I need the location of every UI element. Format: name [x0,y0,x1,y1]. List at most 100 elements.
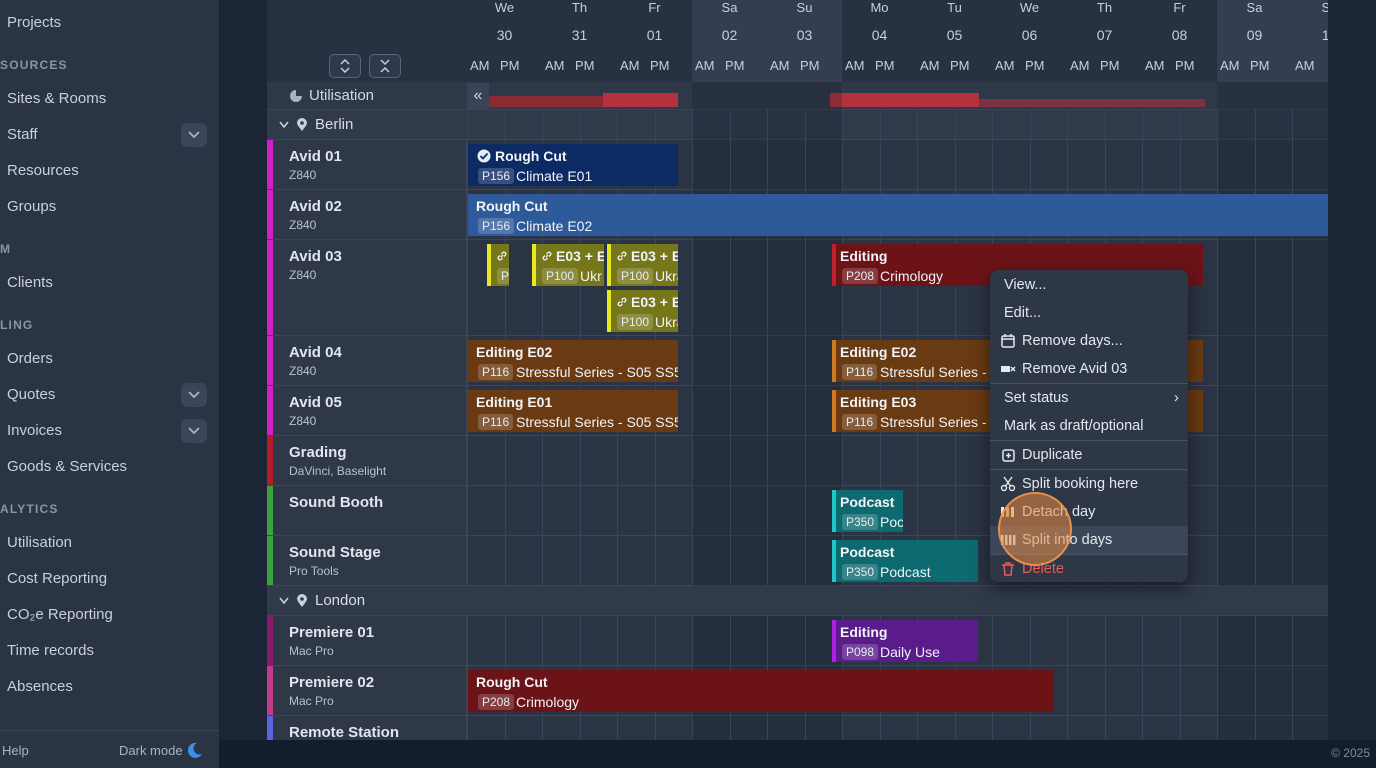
sidebar-item-groups[interactable]: Groups [7,198,57,215]
booking[interactable]: Rough Cut P208 Crimology [468,670,1053,712]
group-row-berlin[interactable]: Berlin [267,110,1328,140]
sidebar-item-orders[interactable]: Orders [7,350,53,367]
sidebar-item-staff[interactable]: Staff [7,126,38,143]
staff-expand-chevron[interactable] [181,123,207,147]
booking-title: Rough Cut [476,198,548,214]
resource-row[interactable]: Premiere 02 Mac Pro [267,666,1328,716]
utilisation-label: Utilisation [309,87,375,104]
invoices-expand-chevron[interactable] [181,419,207,443]
resource-name-cell[interactable]: Avid 02 Z840 [267,190,467,239]
day-header[interactable]: Fr 08 AM PM [1142,0,1217,82]
booking[interactable]: E03 + E P100Ukra [607,290,678,332]
resource-name-cell[interactable]: Grading DaVinci, Baselight [267,436,467,485]
booking[interactable]: E03 + E P100Ukra [607,244,678,286]
link-icon [497,251,507,261]
resource-name-cell[interactable]: Avid 01 Z840 [267,140,467,189]
quotes-expand-chevron[interactable] [181,383,207,407]
pm-label: PM [650,58,670,73]
booking-project-name: Crimology [880,268,944,284]
sidebar-item-absences[interactable]: Absences [7,678,73,695]
resource-color-bar [267,616,273,665]
day-header[interactable]: Th 07 AM PM [1067,0,1142,82]
menu-separator [990,469,1188,470]
booking[interactable]: Podcast P350 Podcast [832,540,978,582]
booking-project-name: Ukra [655,314,678,330]
sidebar-item-goods-services[interactable]: Goods & Services [7,458,128,475]
sidebar-item-co2e-reporting[interactable]: CO₂e Reporting [7,606,113,623]
resource-row[interactable]: Avid 02 Z840 [267,190,1328,240]
menu-item-remove-resource[interactable]: Remove Avid 03 [990,355,1188,383]
collapse-all-button[interactable] [369,54,401,78]
sidebar-item-invoices[interactable]: Invoices [7,422,63,439]
menu-item-duplicate[interactable]: Duplicate [990,441,1188,469]
resource-name-cell[interactable]: Premiere 02 Mac Pro [267,666,467,715]
menu-item-label: Duplicate [1022,447,1083,463]
sidebar-item-cost-reporting[interactable]: Cost Reporting [7,570,108,587]
day-header[interactable]: We 06 AM PM [992,0,1067,82]
resource-row[interactable]: Avid 03 Z840 [267,240,1328,336]
resource-row[interactable]: Avid 01 Z840 [267,140,1328,190]
sidebar-item-time-records[interactable]: Time records [7,642,94,659]
resource-name-cell[interactable]: Sound Booth [267,486,467,535]
resource-name-cell[interactable]: Remote Station [267,716,467,740]
chevron-down-icon[interactable] [279,121,289,129]
resource-row[interactable]: Avid 05 Z840 [267,386,1328,436]
resource-row[interactable]: Remote Station [267,716,1328,740]
booking[interactable]: Rough Cut P156 Climate E02 [468,194,1328,236]
menu-item-remove-days[interactable]: Remove days... [990,327,1188,355]
booking[interactable]: Editing E02 P116 Stressful Series - S05 SS… [468,340,678,382]
group-row-london[interactable]: London [267,586,1328,616]
day-header[interactable]: Th 31 AM PM [542,0,617,82]
moon-icon[interactable] [186,742,203,759]
day-header[interactable]: Sa 02 AM PM [692,0,767,82]
resource-name-cell[interactable]: Premiere 01 Mac Pro [267,616,467,665]
booking-project-name: Stressful Series - S05 SS5- [516,364,678,380]
resource-name-cell[interactable]: Avid 03 Z840 [267,240,467,335]
resource-name-cell[interactable]: Avid 05 Z840 [267,386,467,435]
resource-color-bar [267,436,273,485]
menu-item-split-booking[interactable]: Split booking here [990,470,1188,498]
help-link[interactable]: Help [2,743,29,758]
booking[interactable]: Podcast P350 Poc [832,490,903,532]
resource-row[interactable]: Sound Stage Pro Tools [267,536,1328,586]
resource-name: Sound Booth [289,494,384,511]
booking[interactable]: P1 [487,244,509,286]
day-number: 07 [1096,27,1113,43]
collapse-utilisation-button[interactable]: « [467,83,489,109]
menu-item-edit[interactable]: Edit... [990,299,1188,327]
resource-name: Avid 02 [289,198,342,215]
resource-name-cell[interactable]: Avid 04 Z840 [267,336,467,385]
resource-row[interactable]: Grading DaVinci, Baselight [267,436,1328,486]
menu-item-view[interactable]: View... [990,271,1188,299]
day-header[interactable]: Tu 05 AM PM [917,0,992,82]
resource-row[interactable]: Avid 04 Z840 [267,336,1328,386]
day-header[interactable]: Sa 09 AM PM [1217,0,1292,82]
booking[interactable]: Editing P098 Daily Use [832,620,978,662]
menu-item-mark-draft[interactable]: Mark as draft/optional [990,412,1188,440]
sidebar-item-quotes[interactable]: Quotes [7,386,56,403]
sidebar-item-utilisation[interactable]: Utilisation [7,534,73,551]
expand-all-button[interactable] [329,54,361,78]
booking[interactable]: Rough Cut P156 Climate E01 [468,144,678,186]
remove-resource-icon [1001,366,1016,372]
sidebar-item-resources[interactable]: Resources [7,162,79,179]
cursor-highlight [998,492,1072,566]
chevron-down-icon[interactable] [279,597,289,605]
booking[interactable]: E03 + E P100 Ukr [532,244,604,286]
day-header[interactable]: Su 03 AM PM [767,0,842,82]
day-header[interactable]: We 30 AM PM [467,0,542,82]
link-icon [542,251,552,261]
day-header[interactable]: Mo 04 AM PM [842,0,917,82]
resource-row[interactable]: Premiere 01 Mac Pro [267,616,1328,666]
dark-mode-toggle-label[interactable]: Dark mode [119,743,183,758]
sidebar-item-projects[interactable]: Projects [7,14,62,31]
booking[interactable]: Editing E01 P116 Stressful Series - S05 SS… [468,390,678,432]
day-header[interactable]: Su10AMPM [1292,0,1328,82]
sidebar-item-clients[interactable]: Clients [7,274,53,291]
resource-row[interactable]: Sound Booth [267,486,1328,536]
sidebar-item-sites-rooms[interactable]: Sites & Rooms [7,90,107,107]
pm-label: PM [575,58,595,73]
day-header[interactable]: Fr 01 AM PM [617,0,692,82]
resource-name-cell[interactable]: Sound Stage Pro Tools [267,536,467,585]
menu-item-set-status[interactable]: Set status › [990,384,1188,412]
